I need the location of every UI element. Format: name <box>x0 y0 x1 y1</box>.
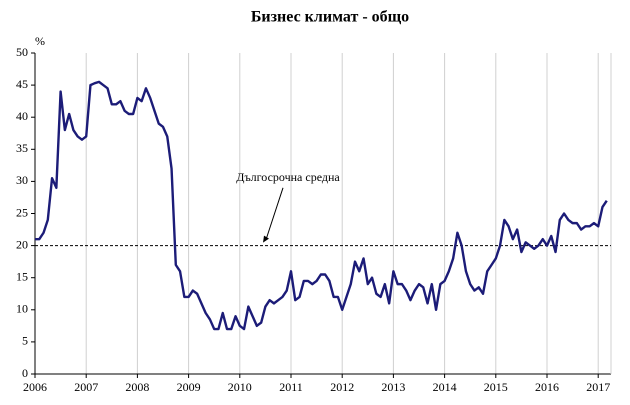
y-axis-label: % <box>35 34 45 48</box>
y-tick-label: 20 <box>16 237 28 251</box>
x-tick-label: 2007 <box>74 380 98 394</box>
y-tick-label: 5 <box>22 334 28 348</box>
x-tick-label: 2017 <box>586 380 610 394</box>
arrow-head <box>263 235 269 243</box>
y-tick-label: 45 <box>16 77 28 91</box>
y-tick-label: 30 <box>16 173 28 187</box>
reference-arrow <box>265 187 284 240</box>
chart-title: Бизнес климат - общо <box>251 9 409 26</box>
y-tick-label: 0 <box>22 366 28 380</box>
y-tick-label: 40 <box>16 109 28 123</box>
x-tick-label: 2009 <box>177 380 201 394</box>
x-tick-label: 2013 <box>381 380 405 394</box>
x-tick-label: 2008 <box>125 380 149 394</box>
x-tick-label: 2014 <box>433 380 457 394</box>
x-tick-label: 2010 <box>228 380 252 394</box>
x-tick-label: 2015 <box>484 380 508 394</box>
reference-label: Дългосрочна средна <box>236 170 340 184</box>
y-tick-label: 10 <box>16 302 28 316</box>
y-tick-label: 35 <box>16 141 28 155</box>
x-tick-label: 2011 <box>279 380 303 394</box>
x-tick-label: 2006 <box>23 380 47 394</box>
x-tick-label: 2012 <box>330 380 354 394</box>
y-tick-label: 25 <box>16 205 28 219</box>
x-tick-label: 2016 <box>535 380 559 394</box>
y-tick-label: 50 <box>16 45 28 59</box>
y-tick-label: 15 <box>16 269 28 283</box>
data-line <box>35 80 608 331</box>
